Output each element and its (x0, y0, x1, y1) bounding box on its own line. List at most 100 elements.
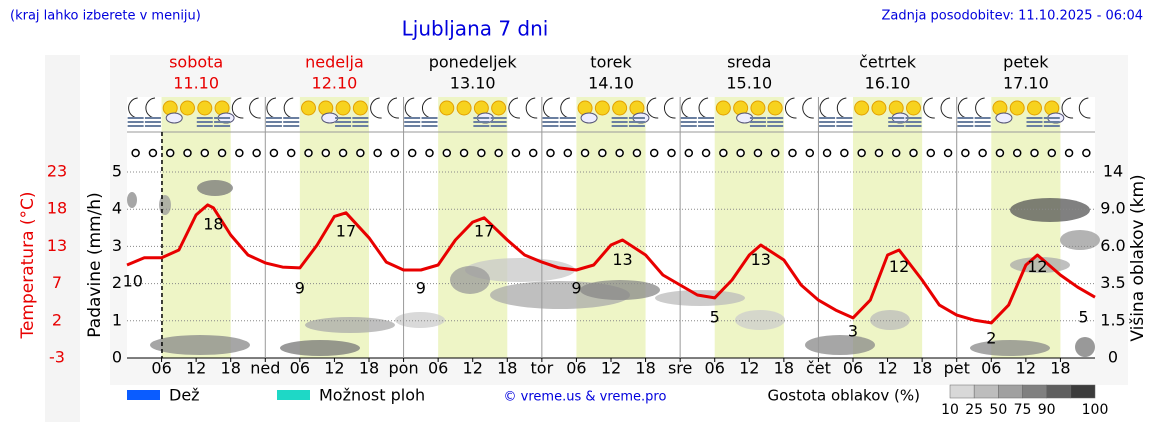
cloud-scale-box (998, 384, 1023, 399)
wind-calm (356, 148, 365, 158)
wind-calm (961, 148, 970, 158)
wind-calm (304, 148, 313, 158)
temperature-label: 9 (571, 279, 581, 298)
weather-icon (144, 97, 161, 127)
y-tick-label: 2 (112, 273, 122, 292)
weather-icon (698, 97, 715, 127)
day-date: 17.10 (1003, 74, 1049, 93)
weather-icon (680, 97, 697, 127)
x-tick-label: 18 (912, 359, 932, 378)
wind-calm (511, 148, 521, 158)
cloud-scale-title: Gostota oblakov (%) (767, 387, 920, 405)
sun (594, 100, 610, 116)
legend-swatch (277, 390, 310, 400)
weather-icon (664, 97, 676, 119)
x-tick-label: 12 (463, 359, 483, 378)
daylight-band (438, 97, 508, 358)
cloud-scale-box (1070, 384, 1096, 399)
wind-calm (667, 148, 676, 158)
cloud-scale-box (1022, 384, 1047, 399)
day-date: 15.10 (726, 74, 772, 93)
temperature-label: 10 (123, 272, 143, 291)
day-name: sreda (727, 53, 771, 72)
wind-calm (857, 148, 866, 158)
weather-icon (577, 100, 598, 124)
y3-tick-label: 7 (52, 273, 62, 292)
wind-calm (891, 148, 901, 158)
weather-icon (162, 100, 183, 124)
temperature-label: 13 (751, 250, 771, 269)
day-date: 11.10 (173, 74, 219, 93)
weather-icon (318, 100, 339, 124)
y3-axis-label: Temperatura (°C) (18, 191, 38, 339)
weather-icon (214, 100, 235, 127)
weather-icon (335, 100, 352, 127)
sun (1027, 100, 1042, 116)
wind-calm (269, 148, 279, 158)
wind-calm (1082, 148, 1091, 158)
day-name: nedelja (305, 53, 364, 72)
x-tick-label: 06 (290, 359, 310, 378)
day-date: 14.10 (588, 74, 634, 93)
weather-icon (196, 100, 213, 127)
wind-calm (546, 148, 555, 158)
weather-icon (715, 100, 731, 116)
chart-title: Ljubljana 7 dni (402, 17, 549, 41)
weather-icon (525, 97, 538, 119)
cloud-scale-label: 25 (965, 402, 983, 418)
wind-calm (684, 148, 694, 158)
day-date: 16.10 (865, 74, 911, 93)
daylight-band (576, 97, 646, 358)
weather-icon (646, 97, 659, 119)
y3-tick-label: 18 (47, 199, 67, 218)
wind-calm (425, 148, 434, 158)
cloud-blob (1060, 230, 1100, 250)
weather-icon (490, 100, 507, 127)
wind-calm (632, 148, 642, 158)
x-tick-label: 06 (428, 359, 448, 378)
y2-tick-label: 0 (1108, 348, 1118, 367)
weather-icon (940, 97, 953, 119)
cloud-blob (395, 312, 445, 328)
day-date: 13.10 (450, 74, 496, 93)
temperature-line (126, 203, 1096, 325)
wind-calm (563, 148, 573, 158)
moon (525, 97, 538, 119)
temperature-label: 5 (1078, 307, 1088, 326)
wind-calm (719, 148, 728, 158)
x-tick-label: 06 (843, 359, 863, 378)
wind-calm (183, 148, 192, 158)
x-tick-label: 18 (221, 359, 241, 378)
cloud-scale-box (949, 384, 975, 399)
wind-calm (753, 148, 763, 158)
weather-icon (749, 100, 766, 127)
wind-calm (736, 148, 745, 158)
sun (439, 100, 455, 116)
daylight-band (991, 97, 1061, 358)
day-name: petek (1003, 53, 1049, 72)
temperature-label: 17 (474, 221, 494, 240)
weather-icon (785, 97, 797, 119)
x-tick-label: 12 (739, 359, 759, 378)
wind-calm (580, 148, 590, 158)
weather-icon (180, 100, 195, 116)
temperature-label: 5 (710, 307, 720, 326)
sun (715, 100, 731, 116)
x-tick-label: 12 (324, 359, 344, 378)
x-tick-label: sre (668, 359, 692, 378)
weather-icon (1026, 100, 1043, 127)
sun (197, 100, 213, 116)
wind-calm (615, 148, 624, 158)
sun (335, 100, 351, 116)
legend-swatch (127, 390, 160, 400)
cloud-blob (280, 340, 360, 356)
y2-tick-label: 14 (1103, 162, 1123, 181)
wind-calm (200, 148, 210, 158)
weather-icon (871, 100, 887, 116)
wind-calm (788, 148, 797, 158)
sun (854, 100, 870, 116)
weather-icon (127, 97, 144, 127)
temperature-label: 3 (848, 322, 858, 341)
day-name: sobota (169, 53, 223, 72)
weather-icon (1061, 97, 1074, 119)
